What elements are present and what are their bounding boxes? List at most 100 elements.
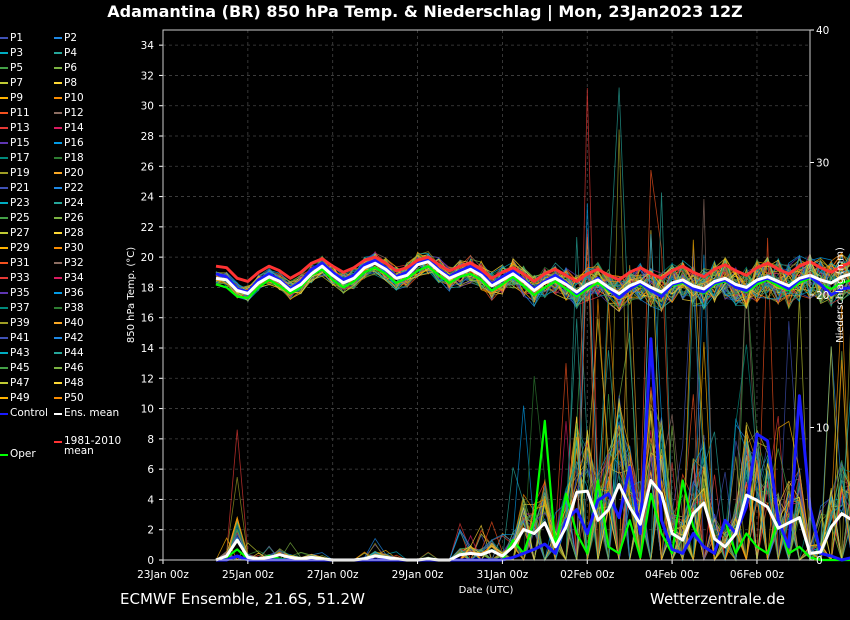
y-left-tick-label: 6 — [147, 464, 154, 476]
x-tick-label: 02Feb 00z — [560, 569, 615, 581]
legend-label: P37 — [10, 302, 30, 314]
legend-swatch — [0, 367, 8, 369]
legend-label: P7 — [10, 77, 24, 89]
legend-swatch-ens-mean — [54, 413, 62, 415]
legend-label-climate-line1: 1981-2010 — [64, 435, 122, 447]
legend-label-ens-mean: Ens. mean — [64, 407, 120, 419]
legend-label: P36 — [64, 287, 84, 299]
legend-item-p39: P39 — [0, 317, 30, 329]
legend-swatch — [0, 142, 8, 144]
legend-swatch — [0, 337, 8, 339]
legend-label: P5 — [10, 62, 24, 74]
legend-label: P46 — [64, 362, 84, 374]
legend-label: P4 — [64, 47, 78, 59]
legend-item-p10: P10 — [54, 92, 84, 104]
legend-label: P14 — [64, 122, 84, 134]
legend-swatch — [0, 172, 8, 174]
legend-item-p27: P27 — [0, 227, 30, 239]
y-right-tick-label: 10 — [816, 423, 829, 435]
legend-swatch — [0, 397, 8, 399]
y-left-tick-label: 10 — [141, 404, 154, 416]
y-left-tick-label: 2 — [147, 525, 154, 537]
legend-label: P3 — [10, 47, 24, 59]
legend-item-p6: P6 — [54, 62, 77, 74]
legend-swatch — [0, 112, 8, 114]
legend-swatch — [0, 352, 8, 354]
legend-item-p33: P33 — [0, 272, 30, 284]
legend-label: P33 — [10, 272, 30, 284]
legend-label: P16 — [64, 137, 84, 149]
series-ens-mean-temp — [215, 260, 850, 295]
y-right-tick-label: 30 — [816, 158, 829, 170]
legend-item-p45: P45 — [0, 362, 30, 374]
member-temp-line — [215, 256, 850, 303]
legend-swatch-oper — [0, 454, 8, 456]
y-left-tick-label: 16 — [141, 313, 155, 325]
plot-frame — [162, 29, 811, 561]
legend-swatch — [0, 262, 8, 264]
legend-item-p48: P48 — [54, 377, 84, 389]
legend-swatch — [0, 37, 8, 39]
legend-label: P25 — [10, 212, 30, 224]
legend-item-p44: P44 — [54, 347, 84, 359]
legend-label: P50 — [64, 392, 84, 404]
legend-label: P24 — [64, 197, 84, 209]
legend-item-p36: P36 — [54, 287, 84, 299]
legend-swatch — [54, 367, 62, 369]
y-left-tick-label: 20 — [141, 252, 154, 264]
member-temp-line — [215, 253, 850, 310]
legend-swatch — [0, 247, 8, 249]
legend-label: P15 — [10, 137, 30, 149]
series-ens-mean-precip — [215, 479, 850, 562]
legend-swatch — [54, 67, 62, 69]
legend-label: P49 — [10, 392, 30, 404]
legend-swatch — [54, 217, 62, 219]
x-tick-label: 29Jan 00z — [392, 569, 444, 581]
legend-item-p28: P28 — [54, 227, 84, 239]
legend-label: P13 — [10, 122, 30, 134]
legend-swatch — [54, 337, 62, 339]
legend-swatch — [54, 187, 62, 189]
member-temp-line — [215, 254, 850, 306]
legend-swatch — [54, 232, 62, 234]
legend-item-p26: P26 — [54, 212, 84, 224]
member-precip-line — [216, 87, 850, 562]
member-precip-line — [215, 428, 850, 561]
member-precip-line — [216, 346, 850, 562]
legend-swatch — [54, 382, 62, 384]
legend-label: P38 — [64, 302, 84, 314]
legend-item-p25: P25 — [0, 212, 30, 224]
legend-label: P6 — [64, 62, 78, 74]
legend-label: P21 — [10, 182, 30, 194]
legend-item-p40: P40 — [54, 317, 84, 329]
legend-label: P45 — [10, 362, 30, 374]
legend-swatch — [54, 202, 62, 204]
legend-swatch-climate — [54, 441, 62, 443]
legend-item-p5: P5 — [0, 62, 23, 74]
legend-item-p17: P17 — [0, 152, 30, 164]
legend-item-p18: P18 — [54, 152, 84, 164]
legend-label: P42 — [64, 332, 84, 344]
legend-item-p49: P49 — [0, 392, 30, 404]
legend-label: P28 — [64, 227, 84, 239]
legend-label: P40 — [64, 317, 84, 329]
legend-swatch — [0, 292, 8, 294]
y-left-tick-label: 18 — [141, 282, 154, 294]
legend-label: P44 — [64, 347, 84, 359]
legend-label-control: Control — [10, 407, 48, 419]
legend-item-p8: P8 — [54, 77, 77, 89]
legend-item-p30: P30 — [54, 242, 84, 254]
y-left-tick-label: 24 — [141, 192, 155, 204]
legend-item-p24: P24 — [54, 197, 84, 209]
legend-label: P31 — [10, 257, 30, 269]
member-precip-line — [215, 169, 850, 562]
legend-label: P10 — [64, 92, 84, 104]
legend-swatch — [0, 187, 8, 189]
legend-swatch — [0, 382, 8, 384]
y-right-tick-label: 40 — [816, 25, 829, 37]
legend-item-p11: P11 — [0, 107, 30, 119]
legend-item-p32: P32 — [54, 257, 84, 269]
legend-item-p38: P38 — [54, 302, 84, 314]
legend-item-p29: P29 — [0, 242, 30, 254]
